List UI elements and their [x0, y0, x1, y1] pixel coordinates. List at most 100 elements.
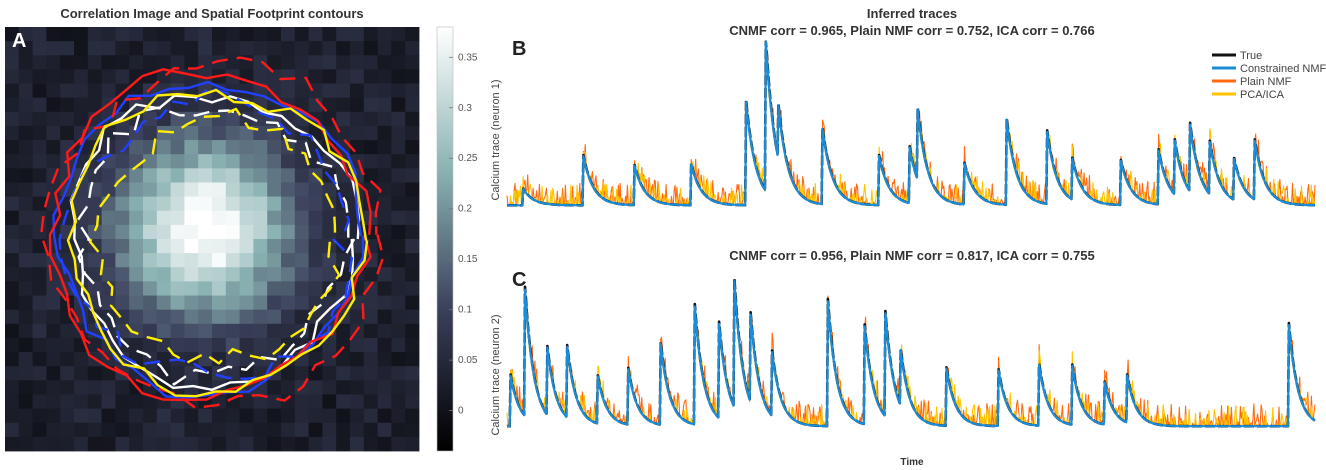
legend-item-plain-nmf: Plain NMF [1212, 76, 1292, 88]
heatmap-cell [267, 140, 282, 155]
heatmap-cell [74, 422, 89, 438]
heatmap-cell [212, 267, 227, 282]
heatmap-cell [281, 281, 296, 296]
heatmap-cell [184, 97, 199, 113]
heatmap-cell [198, 182, 213, 197]
heatmap-cell [377, 408, 392, 424]
heatmap-cell [391, 309, 406, 325]
heatmap-cell [198, 253, 213, 268]
panel-b-label: B [512, 38, 526, 60]
heatmap-cell [184, 27, 199, 42]
heatmap-cell [391, 196, 406, 212]
heatmap-cell [18, 140, 33, 155]
heatmap-cell [391, 337, 406, 353]
heatmap-cell [32, 154, 47, 169]
heatmap-cell [336, 352, 351, 367]
heatmap-cell [115, 168, 130, 183]
heatmap-cell [281, 239, 296, 254]
heatmap-cell [253, 323, 268, 339]
heatmap-cell [322, 97, 337, 113]
heatmap-cell [184, 281, 199, 296]
heatmap-cell [253, 154, 268, 169]
heatmap-cell [391, 168, 406, 183]
heatmap-cell [267, 267, 282, 282]
heatmap-cell [267, 210, 282, 226]
heatmap-cell [46, 394, 61, 409]
heatmap-cell [87, 83, 102, 99]
heatmap-cell [74, 239, 89, 254]
heatmap-cell [101, 41, 116, 56]
heatmap-cell [363, 69, 378, 84]
contour-constrained-nmf-dashed [58, 86, 354, 380]
heatmap-cell [336, 41, 351, 56]
contour-pca-ica [66, 88, 369, 398]
heatmap-cell [156, 55, 171, 70]
legend-item-constrained-nmf: Constrained NMF [1212, 63, 1326, 75]
panel-b-title: Inferred traces [867, 6, 957, 21]
heatmap-cell [253, 436, 268, 452]
heatmap-cell [129, 224, 144, 240]
heatmap-cell [143, 210, 158, 226]
heatmap-cell [18, 111, 33, 127]
heatmap-cell [267, 83, 282, 99]
heatmap-cell [253, 182, 268, 197]
heatmap-cell [198, 41, 213, 56]
heatmap-cell [129, 168, 144, 183]
heatmap-cell [281, 366, 296, 381]
heatmap-cell [198, 352, 213, 367]
heatmap-cell [60, 125, 75, 141]
heatmap-cell [212, 140, 227, 155]
heatmap-cell [101, 125, 116, 141]
heatmap-cell [156, 182, 171, 197]
heatmap-cell [18, 394, 33, 409]
heatmap-cell [281, 27, 296, 42]
heatmap-cell [87, 422, 102, 438]
heatmap-cell [87, 253, 102, 268]
heatmap-cell [377, 224, 392, 240]
colorbar-tick-label: 0.25 [458, 153, 478, 164]
heatmap-cell [170, 253, 185, 268]
heatmap-cell [308, 27, 323, 42]
heatmap-cell [60, 309, 75, 325]
heatmap-cell [336, 394, 351, 409]
heatmap-cell [308, 253, 323, 268]
heatmap-cell [46, 140, 61, 155]
heatmap-cell [5, 41, 20, 56]
heatmap-cell [5, 27, 20, 42]
heatmap-cell [198, 224, 213, 240]
heatmap-cell [32, 168, 47, 183]
heatmap-cell [391, 408, 406, 424]
heatmap-cell [281, 210, 296, 226]
heatmap-cell [32, 55, 47, 70]
heatmap-cell [405, 83, 420, 99]
heatmap-cell [170, 281, 185, 296]
heatmap-cell [225, 111, 240, 127]
heatmap-cell [18, 366, 33, 381]
heatmap-cell [363, 41, 378, 56]
heatmap-cell [377, 323, 392, 339]
heatmap-cell [32, 281, 47, 296]
heatmap-cell [212, 408, 227, 424]
heatmap-cell [336, 55, 351, 70]
heatmap-cell [405, 224, 420, 240]
heatmap-cell [308, 55, 323, 70]
heatmap-cell [308, 210, 323, 226]
heatmap-cell [253, 224, 268, 240]
heatmap-cell [32, 408, 47, 424]
heatmap-cell [32, 394, 47, 409]
heatmap-cell [87, 394, 102, 409]
panel-a-label: A [12, 30, 26, 52]
colorbar-gradient [436, 26, 454, 452]
heatmap-cell [212, 210, 227, 226]
heatmap-cell [129, 41, 144, 56]
heatmap-cell [253, 352, 268, 367]
heatmap-cell [46, 436, 61, 452]
heatmap-cell [184, 436, 199, 452]
heatmap-cell [294, 69, 309, 84]
heatmap-cell [74, 436, 89, 452]
heatmap-cell [115, 210, 130, 226]
heatmap-cell [322, 366, 337, 381]
heatmap-cell [363, 253, 378, 268]
heatmap-cell [156, 196, 171, 212]
heatmap-cell [18, 182, 33, 197]
